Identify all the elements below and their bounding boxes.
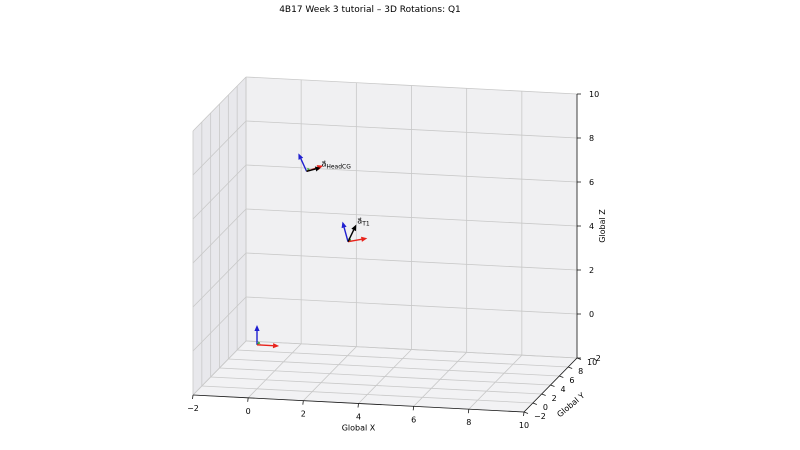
vector-headcg-arrow-shaft [306,168,316,173]
grid-line [245,120,578,139]
frame-headcg-z-arrow-shaft [300,158,308,172]
frame-global-y-arrow-head [256,341,261,345]
grid-line [245,296,578,315]
y-tick-label: 4 [561,385,566,394]
grid-line [245,76,578,95]
y-tick-mark [541,393,546,396]
x-axis-label: Global X [342,424,376,433]
frame-global-x-arrow-shaft [256,344,274,347]
vector-headcg-arrow [306,166,321,173]
z-tick-label: 4 [589,222,594,231]
y-tick-mark [559,375,564,378]
grid-line [192,120,247,176]
y-tick-label: 6 [569,376,574,385]
z-tick-label: 0 [589,310,594,319]
z-tick-label: −2 [589,354,601,363]
frame-t1-x-arrow-head [361,236,368,242]
vector-headcg-arrow-head [314,166,321,172]
x-tick-label: 10 [519,421,529,430]
grid-lines [192,76,578,413]
x-tick-label: 8 [466,418,471,427]
frame-global-x-arrow [256,343,280,349]
x-tick-mark [523,411,525,417]
vector-t1-arrow [347,224,357,243]
grid-line [237,349,569,368]
z-tick-label: 8 [589,134,594,143]
y-tick-label: −2 [534,412,546,421]
x-tick-label: −2 [187,404,199,413]
vector-label-t1: a⃗T1 [357,217,370,228]
vector-t1-arrow-head [351,224,357,232]
grid-line [219,367,551,386]
y-axis-label: Global Y [555,391,586,419]
x-tick-mark [247,397,249,402]
frame-t1-z-arrow-shaft [343,227,349,242]
z-tick-label: 6 [589,178,594,187]
grid-line [192,296,247,352]
frame-global-z-arrow [254,325,260,345]
frame-t1-z-arrow [341,221,349,242]
frame-t1-z-arrow-head [341,221,347,229]
y-tick-label: 8 [578,367,583,376]
grid-line [245,340,578,359]
z-axis-label: Global Z [598,209,607,243]
vector-t1-arrow-shaft [347,229,355,243]
grid-line [192,76,247,132]
frame-t1-x-arrow-shaft [347,238,362,243]
axes-panes [193,77,577,412]
x-tick-label: 6 [411,415,416,424]
x-tick-mark [467,409,470,414]
frame-global-z-arrow-head [254,325,260,331]
x-tick-mark [412,406,415,411]
x-tick-mark [357,403,359,408]
grid-line [210,376,542,395]
y-tick-label: 10 [587,358,597,367]
grid-line [245,208,578,227]
y-tick-mark [550,384,555,387]
frame-headcg-z-arrow [298,153,308,172]
grid-line [228,358,560,377]
frame-global-x-arrow-head [272,343,280,349]
grid-line [245,164,578,183]
y-tick-mark [532,402,537,405]
grid-line [192,208,247,264]
y-tick-mark [568,366,573,369]
z-tick-label: 10 [589,90,599,99]
x-tick-label: 0 [246,407,251,416]
grid-line [192,252,247,308]
frame-headcg-z-arrow-head [298,153,304,160]
vector-label-headcg: a⃗HeadCG [321,160,351,171]
chart-title: 4B17 Week 3 tutorial – 3D Rotations: Q1 [279,5,461,15]
x-tick-label: 4 [356,413,361,422]
grid-line [201,385,533,404]
z-tick-label: 2 [589,266,594,275]
grid-line [192,340,247,396]
y-tick-mark [523,411,529,414]
y-tick-label: 2 [552,394,557,403]
frame-t1-x-arrow [347,236,368,243]
x-tick-mark [302,400,304,405]
x-tick-mark [192,394,194,400]
arrow-marks: a⃗T1 a⃗HeadCG [254,153,370,349]
grid-line [245,252,578,271]
x-tick-label: 2 [301,410,306,419]
grid-line [192,164,247,220]
y-tick-label: 0 [543,403,548,412]
